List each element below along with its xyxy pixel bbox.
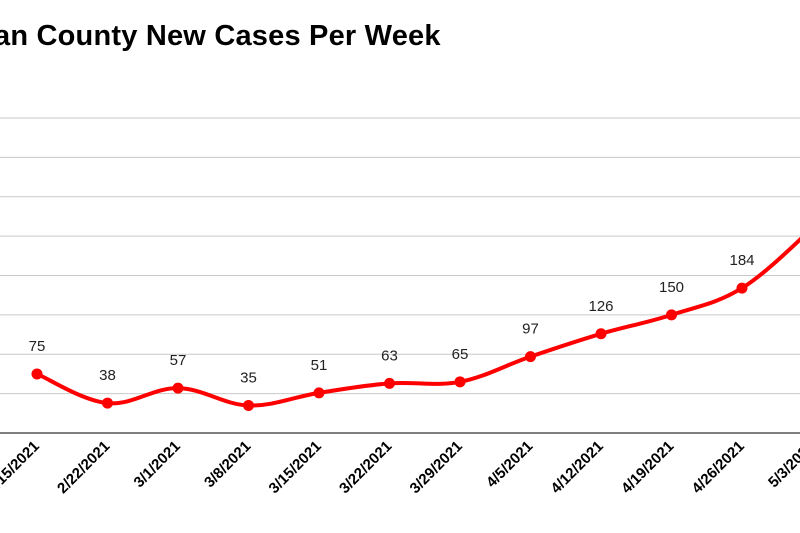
- data-label: 184: [729, 252, 754, 269]
- x-tick-label: 4/5/2021: [483, 438, 536, 491]
- data-point: [525, 351, 536, 363]
- x-tick-label: 3/22/2021: [336, 438, 395, 497]
- data-point: [102, 397, 113, 409]
- data-label: 65: [452, 346, 469, 363]
- gridlines: [0, 117, 800, 434]
- data-label: 97: [522, 321, 539, 338]
- x-tick-label: 4/26/2021: [689, 438, 748, 497]
- series-layer: [31, 236, 800, 411]
- x-tick-label: 4/19/2021: [618, 438, 677, 497]
- data-label: 63: [381, 347, 398, 364]
- x-tick-label: 4/12/2021: [548, 438, 607, 497]
- data-point: [666, 309, 677, 321]
- data-label: 75: [29, 338, 46, 355]
- x-tick-label: 3/8/2021: [201, 438, 254, 491]
- data-point: [736, 282, 748, 294]
- x-tick-label: 2/22/2021: [54, 438, 113, 497]
- data-label: 150: [659, 279, 684, 296]
- data-point: [384, 377, 395, 389]
- data-point: [243, 399, 254, 411]
- data-label: 35: [240, 369, 257, 386]
- data-point: [313, 387, 325, 399]
- data-label: 57: [170, 352, 187, 369]
- x-tick-label: 3/29/2021: [407, 438, 466, 497]
- data-point: [595, 328, 607, 340]
- x-tick-labels: 2/15/2021 2/22/2021 3/1/2021 3/8/2021 3/15/2…: [0, 438, 800, 497]
- data-label: 51: [311, 357, 328, 374]
- x-tick-label: 2/15/2021: [0, 438, 43, 497]
- data-labels: 753857355163659712615018426: [29, 252, 755, 386]
- chart-title: an County New Cases Per Week: [0, 20, 441, 52]
- data-point: [31, 368, 43, 380]
- x-tick-label: 5/3/2021: [765, 438, 800, 491]
- data-point: [172, 382, 184, 394]
- series-line: [35, 236, 800, 408]
- data-label: 126: [588, 298, 613, 315]
- data-label: 38: [99, 367, 116, 384]
- data-point: [454, 376, 466, 388]
- x-tick-label: 3/15/2021: [266, 438, 325, 497]
- x-tick-label: 3/1/2021: [131, 438, 184, 491]
